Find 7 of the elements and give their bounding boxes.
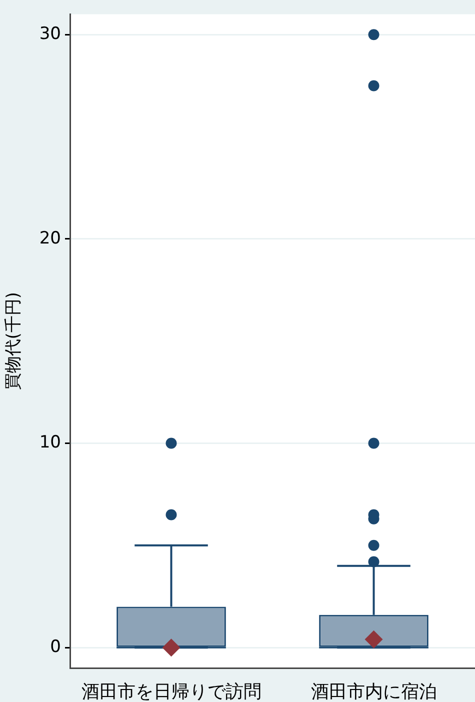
y-axis-title: 買物代(千円) <box>4 292 24 390</box>
x-tick-label: 酒田市を日帰りで訪問 <box>81 681 262 702</box>
x-tick-label: 酒田市内に宿泊 <box>310 681 437 702</box>
y-tick-label: 0 <box>50 636 61 657</box>
y-tick-label: 10 <box>39 432 61 453</box>
y-tick-label: 30 <box>39 24 61 44</box>
y-tick-label: 20 <box>39 228 61 248</box>
